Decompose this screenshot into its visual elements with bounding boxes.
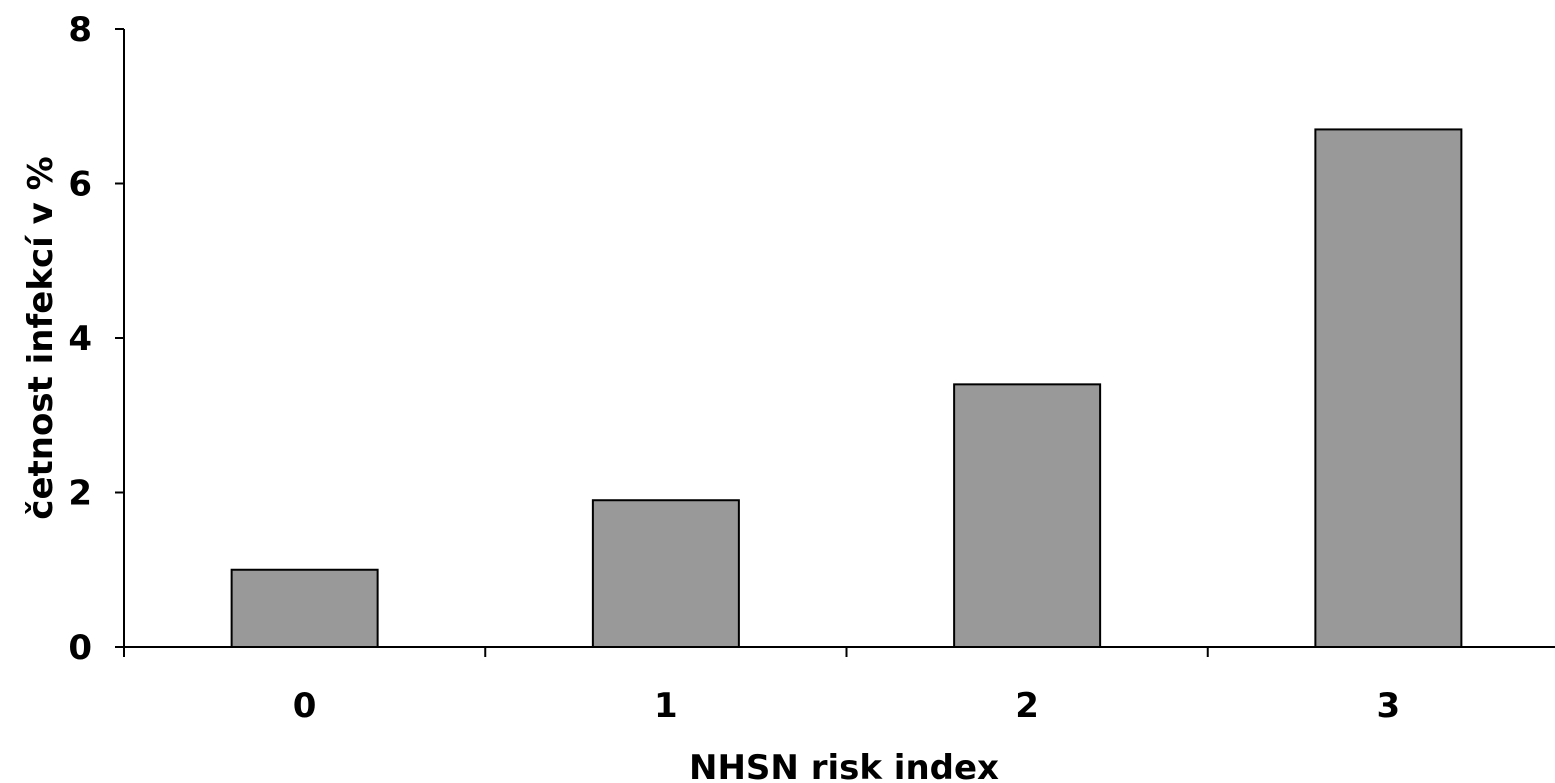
bar-1 <box>591 499 740 648</box>
x-axis-title: NHSN risk index <box>689 748 999 783</box>
y-tick-label: 8 <box>68 10 92 50</box>
x-tick-label: 2 <box>1015 686 1039 726</box>
x-tick-label: 1 <box>654 686 678 726</box>
bar-2 <box>953 383 1102 648</box>
bar-3 <box>1314 128 1463 649</box>
y-tick-label: 6 <box>68 165 92 205</box>
x-ticks-group: 0 1 2 3 <box>123 647 1401 726</box>
y-tick-label: 2 <box>68 474 92 514</box>
y-ticks-group: 0 2 4 6 8 <box>68 10 124 668</box>
y-axis-title: četnost infekcí v % <box>21 156 61 519</box>
bars-group <box>230 128 1463 649</box>
x-tick-label: 3 <box>1377 686 1401 726</box>
y-tick-label: 0 <box>68 628 92 668</box>
y-tick-label: 4 <box>68 319 92 359</box>
x-tick-label: 0 <box>293 686 317 726</box>
bar-0 <box>230 568 379 648</box>
